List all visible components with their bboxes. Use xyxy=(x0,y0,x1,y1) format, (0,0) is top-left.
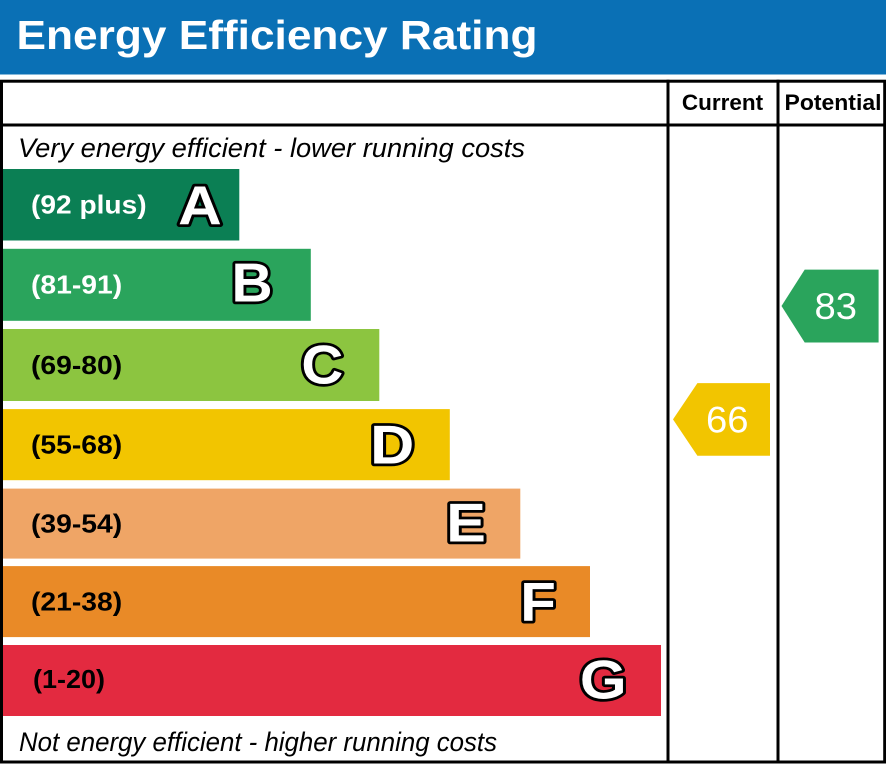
svg-text:(69-80): (69-80) xyxy=(31,350,122,380)
svg-text:(55-68): (55-68) xyxy=(31,430,122,460)
svg-text:83: 83 xyxy=(815,286,858,327)
svg-text:66: 66 xyxy=(706,400,749,441)
svg-text:Potential: Potential xyxy=(785,90,882,115)
svg-text:(21-38): (21-38) xyxy=(31,586,122,616)
svg-text:D: D xyxy=(370,414,414,475)
svg-text:C: C xyxy=(301,335,343,396)
svg-text:B: B xyxy=(232,253,273,314)
svg-text:(81-91): (81-91) xyxy=(31,270,122,300)
svg-text:G: G xyxy=(580,650,627,711)
svg-text:(1-20): (1-20) xyxy=(33,664,105,694)
svg-text:Current: Current xyxy=(682,90,764,115)
svg-text:Very energy efficient - lower: Very energy efficient - lower running co… xyxy=(18,133,525,163)
svg-text:(39-54): (39-54) xyxy=(31,508,122,538)
svg-text:(92 plus): (92 plus) xyxy=(31,189,147,219)
svg-text:E: E xyxy=(446,492,486,553)
svg-text:F: F xyxy=(520,572,556,633)
svg-text:Energy Efficiency Rating: Energy Efficiency Rating xyxy=(17,12,538,58)
svg-text:Not energy efficient - higher: Not energy efficient - higher running co… xyxy=(19,727,497,757)
svg-text:A: A xyxy=(178,175,222,236)
